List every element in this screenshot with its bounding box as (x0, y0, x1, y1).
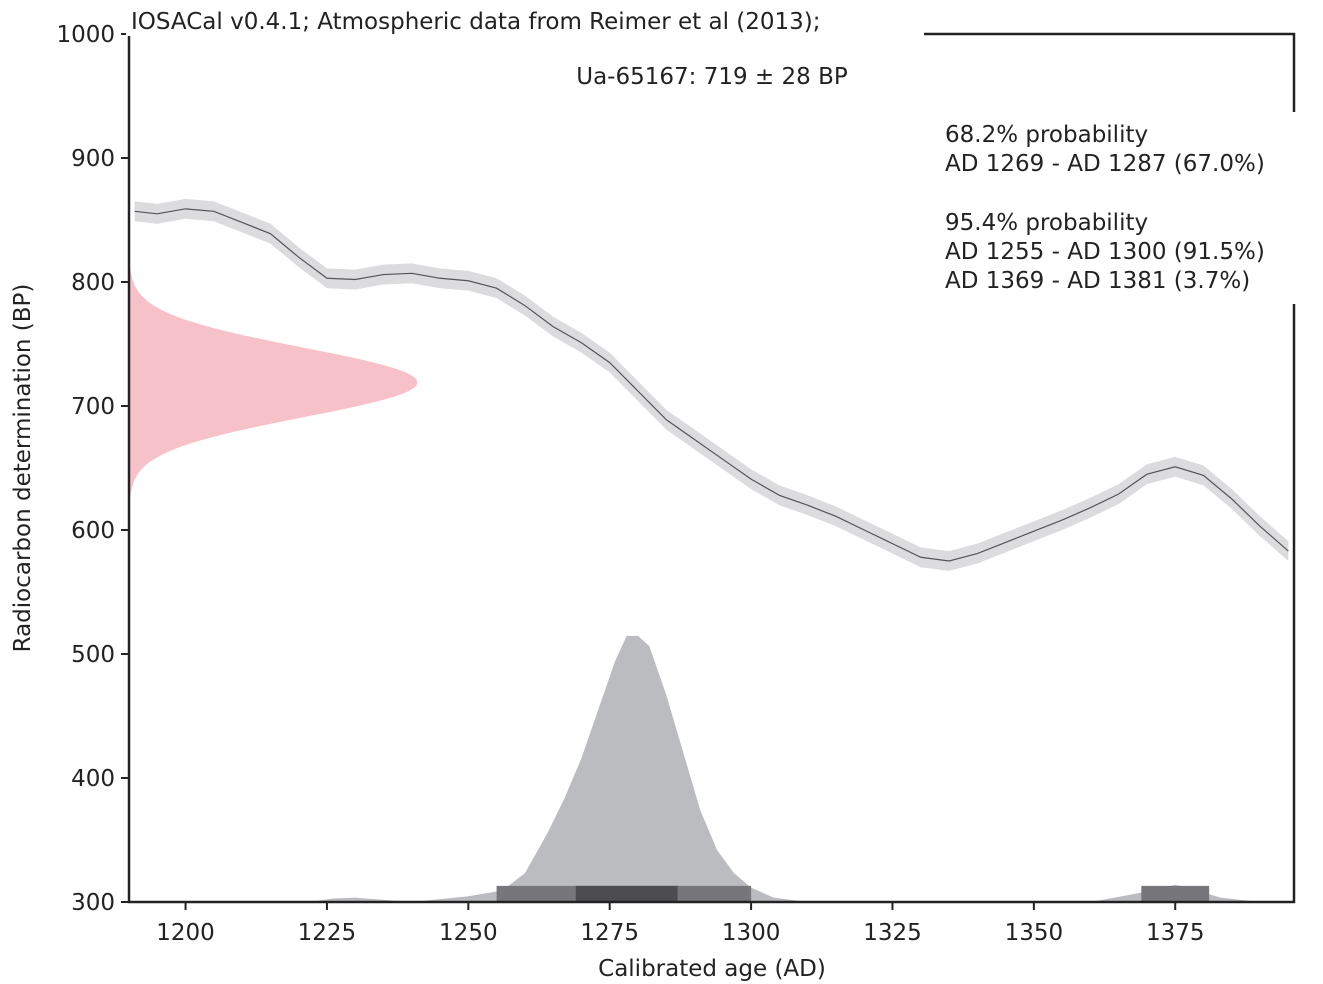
annotation-line: AD 1255 - AD 1300 (91.5%) (945, 239, 1265, 265)
plot-area (129, 198, 1289, 902)
y-tick-label: 800 (71, 270, 115, 296)
annotation-line: AD 1269 - AD 1287 (67.0%) (945, 151, 1265, 177)
axes: 1200 1225 1250 1275 1300 1325 1350 1375 300 400 50… (56, 22, 1204, 946)
y-tick-label: 600 (71, 518, 115, 544)
calibration-curve-line (134, 208, 1289, 562)
y-tick-label: 400 (71, 766, 115, 792)
y-tick-label: 700 (71, 394, 115, 420)
x-tick-label: 1200 (156, 920, 215, 946)
x-axis-label: Calibrated age (AD) (598, 956, 826, 982)
y-tick-label: 500 (71, 642, 115, 668)
y-axis-label: Radiocarbon determination (BP) (10, 284, 36, 653)
radiocarbon-distribution (129, 243, 418, 522)
x-tick-label: 1375 (1146, 920, 1205, 946)
y-tick-label: 1000 (56, 22, 115, 48)
y-tick-label: 900 (71, 146, 115, 172)
range-bar-95 (1141, 885, 1210, 902)
x-tick-label: 1250 (439, 920, 498, 946)
x-tick-label: 1350 (1005, 920, 1064, 946)
x-tick-label: 1325 (863, 920, 922, 946)
annotation-line: 68.2% probability (945, 122, 1148, 148)
x-tick-label: 1300 (722, 920, 781, 946)
x-tick-label: 1225 (298, 920, 357, 946)
annotation-line: AD 1369 - AD 1381 (3.7%) (945, 268, 1250, 294)
chart-header: IOSACal v0.4.1; Atmospheric data from Re… (131, 9, 821, 35)
chart-title: Ua-65167: 719 ± 28 BP (576, 64, 848, 90)
y-tick-label: 300 (71, 890, 115, 916)
range-bar-68 (575, 885, 678, 902)
header-backing (126, 4, 924, 36)
annotation-backing (938, 112, 1308, 304)
x-tick-label: 1275 (580, 920, 639, 946)
calibrated-distribution (309, 635, 1261, 902)
annotation-line: 95.4% probability (945, 210, 1148, 236)
